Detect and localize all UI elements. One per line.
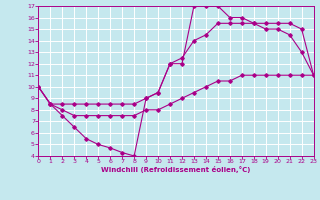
X-axis label: Windchill (Refroidissement éolien,°C): Windchill (Refroidissement éolien,°C)	[101, 166, 251, 173]
